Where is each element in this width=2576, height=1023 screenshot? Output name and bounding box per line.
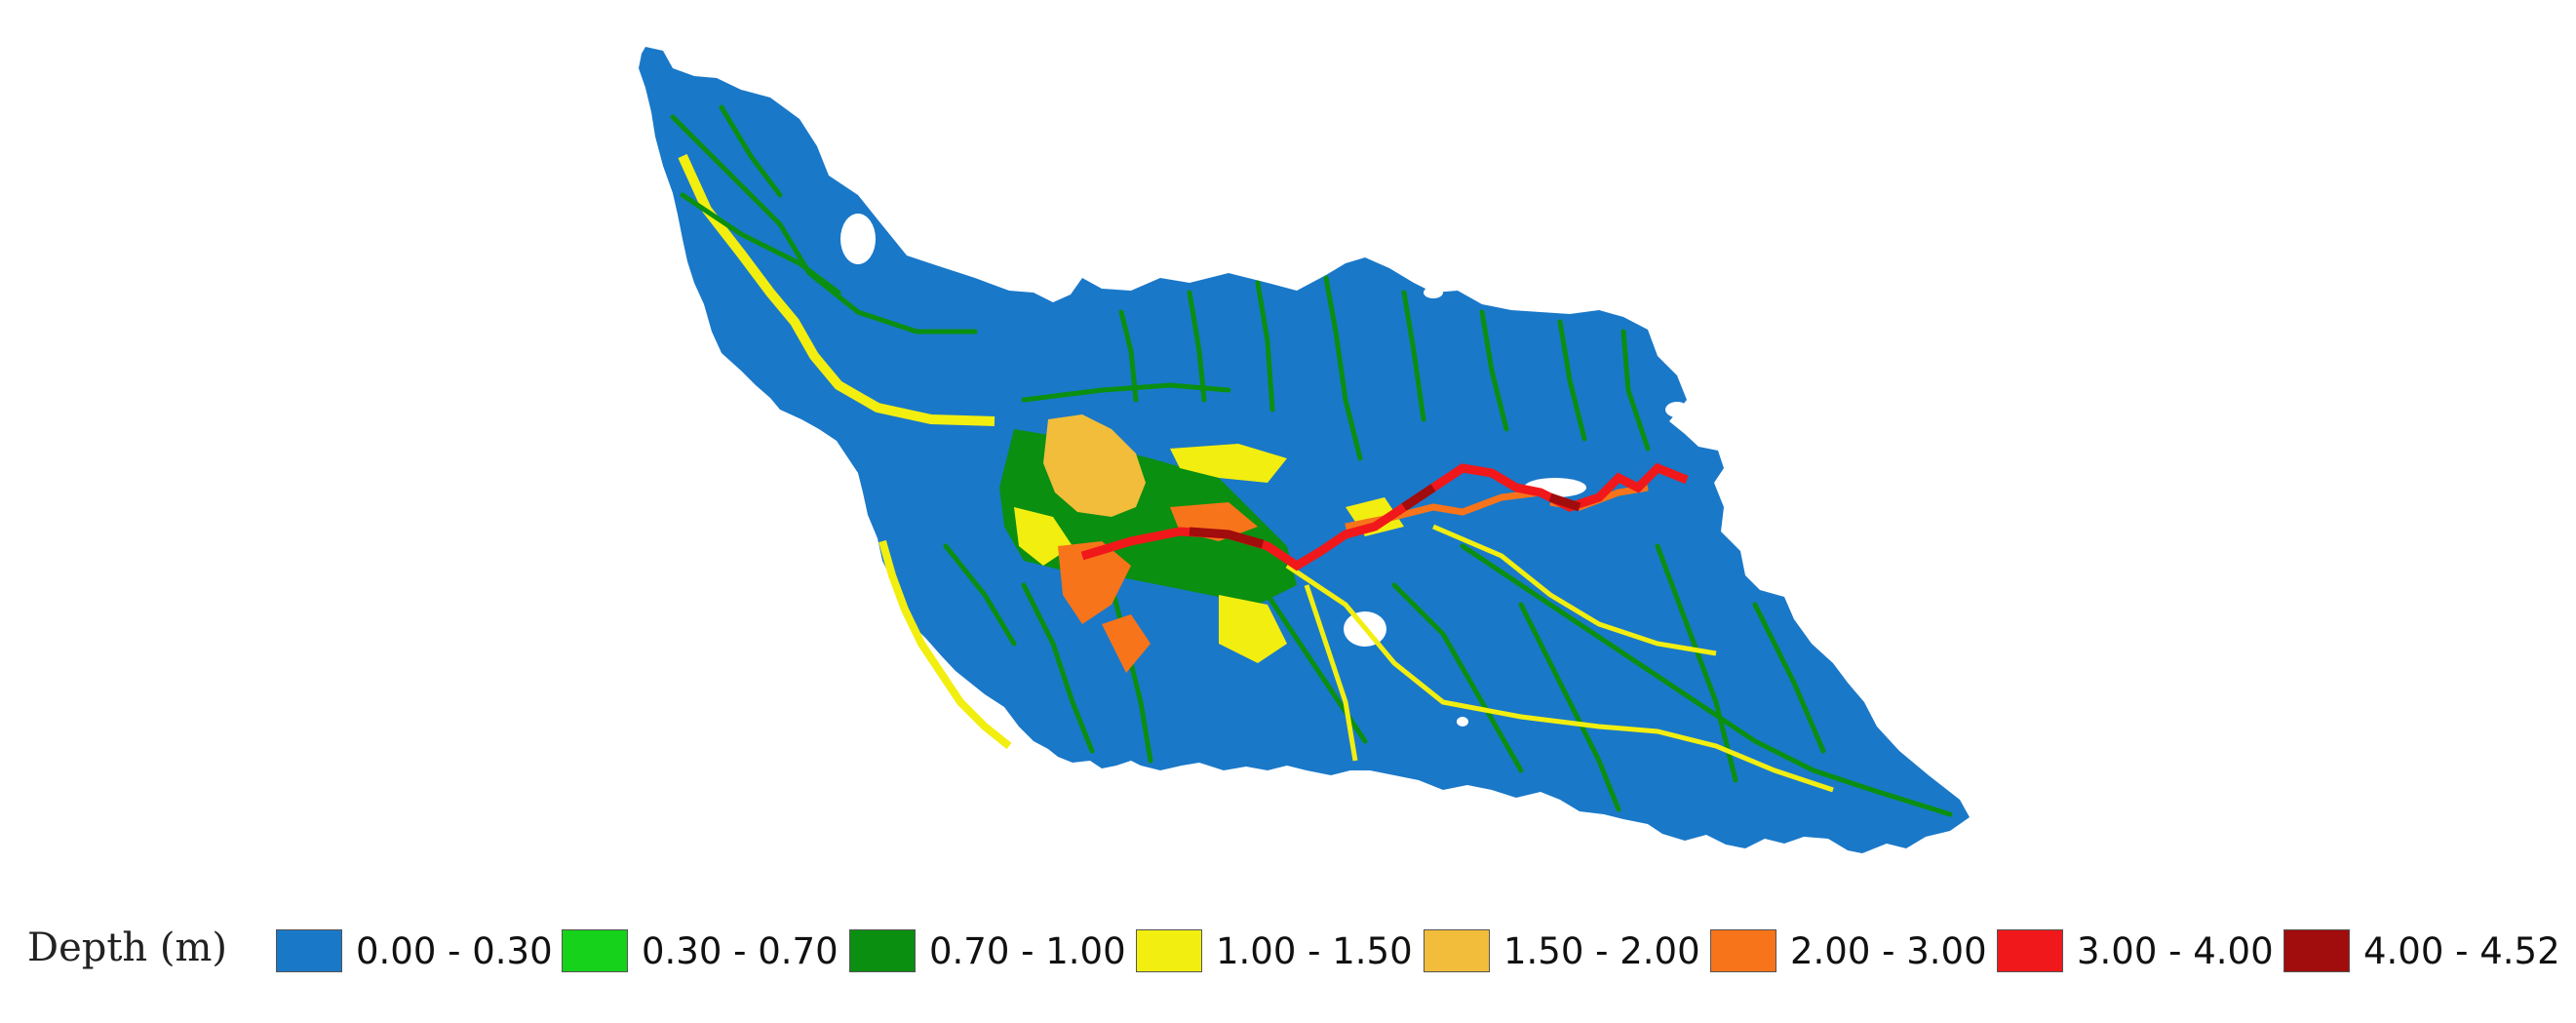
deepest-segments-4.0-4.52 xyxy=(1189,484,1581,549)
coastal-strip xyxy=(878,539,1012,750)
legend-swatch xyxy=(1424,929,1490,972)
no-data-patch xyxy=(1457,717,1468,727)
legend-label: 4.00 - 4.52 xyxy=(2363,929,2560,972)
legend-swatch xyxy=(2283,929,2350,972)
legend-item: 1.50 - 2.00 xyxy=(1424,922,1700,980)
legend-swatch xyxy=(562,929,628,972)
legend-swatch xyxy=(276,929,342,972)
depth-zone-1.0-1.5 xyxy=(1014,444,1404,663)
legend-item: 0.00 - 0.30 xyxy=(276,922,553,980)
no-data-patch xyxy=(840,214,876,264)
flood-depth-map xyxy=(639,47,1970,853)
legend-label: 1.50 - 2.00 xyxy=(1503,929,1700,972)
legend-item: 0.70 - 1.00 xyxy=(849,922,1126,980)
yellow-channels xyxy=(1285,524,1834,793)
depth-zone-1.5-2.0 xyxy=(1043,414,1146,517)
legend-label: 0.30 - 0.70 xyxy=(642,929,839,972)
legend-label: 2.00 - 3.00 xyxy=(1790,929,1987,972)
legend-label: 0.00 - 0.30 xyxy=(356,929,553,972)
catchment-area xyxy=(639,47,1970,853)
no-data-patch xyxy=(1665,402,1689,417)
legend-item: 3.00 - 4.00 xyxy=(1997,922,2274,980)
legend-swatch xyxy=(1997,929,2063,972)
legend-title: Depth (m) xyxy=(27,925,228,970)
legend: Depth (m) 0.00 - 0.30 0.30 - 0.70 0.70 -… xyxy=(27,922,2562,990)
legend-item: 0.30 - 0.70 xyxy=(562,922,839,980)
legend-item: 1.00 - 1.50 xyxy=(1136,922,1413,980)
legend-item: 2.00 - 3.00 xyxy=(1710,922,1987,980)
legend-swatch xyxy=(1136,929,1202,972)
depth-zone-2.0-3.0 xyxy=(1058,502,1258,673)
legend-label: 1.00 - 1.50 xyxy=(1216,929,1413,972)
legend-item: 4.00 - 4.52 xyxy=(2283,922,2560,980)
legend-label: 3.00 - 4.00 xyxy=(2077,929,2274,972)
coastal-strip xyxy=(678,153,995,426)
no-data-patch xyxy=(1424,287,1443,298)
legend-label: 0.70 - 1.00 xyxy=(929,929,1126,972)
legend-swatch xyxy=(1710,929,1776,972)
legend-swatch xyxy=(849,929,916,972)
